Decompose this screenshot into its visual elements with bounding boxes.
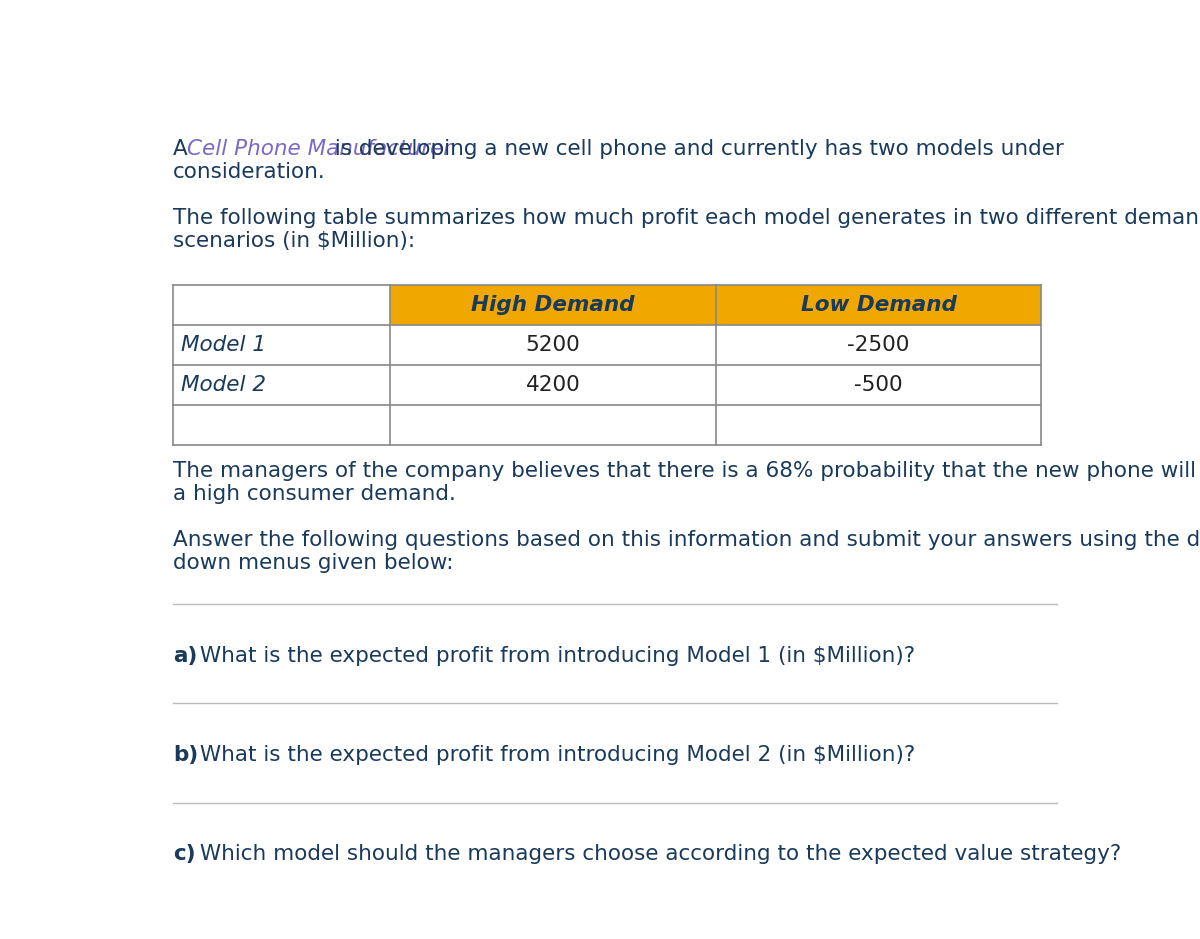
Text: What is the expected profit from introducing Model 2 (in $Million)?: What is the expected profit from introdu… xyxy=(193,745,916,765)
Text: -500: -500 xyxy=(854,376,902,395)
Text: Cell Phone Manufacturer: Cell Phone Manufacturer xyxy=(186,139,451,159)
Text: What is the expected profit from introducing Model 1 (in $Million)?: What is the expected profit from introdu… xyxy=(193,645,916,666)
Text: The following table summarizes how much profit each model generates in two diffe: The following table summarizes how much … xyxy=(173,208,1200,228)
Text: High Demand: High Demand xyxy=(472,295,635,316)
Text: a high consumer demand.: a high consumer demand. xyxy=(173,484,456,504)
Text: Which model should the managers choose according to the expected value strategy?: Which model should the managers choose a… xyxy=(193,844,1122,864)
Text: scenarios (in $Million):: scenarios (in $Million): xyxy=(173,231,415,252)
Text: A: A xyxy=(173,139,194,159)
Text: Model 2: Model 2 xyxy=(181,376,266,395)
Text: 4200: 4200 xyxy=(526,376,581,395)
Text: c): c) xyxy=(173,844,196,864)
Text: is developing a new cell phone and currently has two models under: is developing a new cell phone and curre… xyxy=(328,139,1063,159)
Text: consideration.: consideration. xyxy=(173,162,326,182)
Text: down menus given below:: down menus given below: xyxy=(173,553,454,573)
Text: b): b) xyxy=(173,745,198,765)
Text: Answer the following questions based on this information and submit your answers: Answer the following questions based on … xyxy=(173,530,1200,550)
Text: a): a) xyxy=(173,645,198,666)
Text: The managers of the company believes that there is a 68% probability that the ne: The managers of the company believes tha… xyxy=(173,461,1200,481)
Text: 5200: 5200 xyxy=(526,335,581,355)
Text: Low Demand: Low Demand xyxy=(800,295,956,316)
Bar xyxy=(390,285,715,325)
Text: Model 1: Model 1 xyxy=(181,335,266,355)
Text: -2500: -2500 xyxy=(847,335,910,355)
Bar xyxy=(715,285,1042,325)
Bar xyxy=(173,285,1042,445)
